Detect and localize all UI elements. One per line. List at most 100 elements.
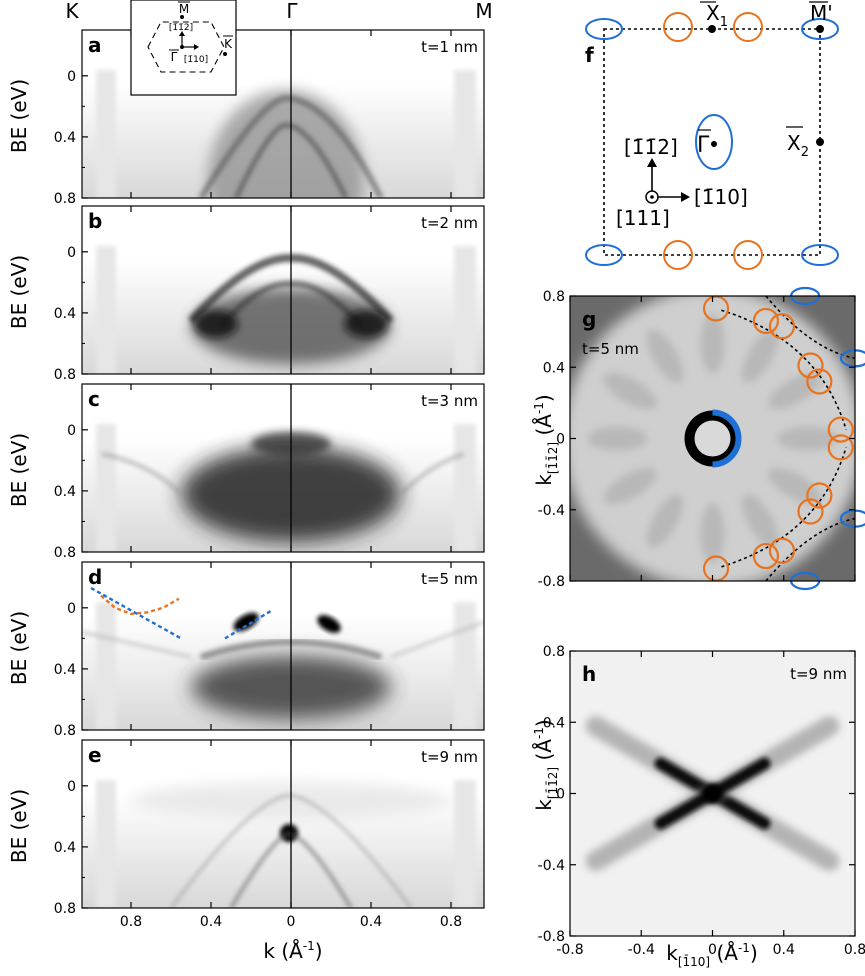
x2-label: X2 [787,131,809,160]
y-tick-label: 0.4 [54,306,76,322]
edge-shade-left [96,780,116,908]
x-axis-label-left: k (Å-1) [263,939,322,963]
petal [646,494,684,548]
thickness-annotation: t=9 nm [790,665,847,683]
x-tick-label: 0 [708,942,717,958]
ring-inner [694,420,731,457]
blue-pocket-bl [585,244,623,266]
edge-shade-left [96,424,116,552]
thickness-annotation: t=1 nm [421,38,478,56]
x2-point [816,138,824,146]
dashed-contour-lower2 [765,517,856,582]
edge-shade-right [454,602,476,730]
heatmap-e [82,740,484,908]
out-of-plane-dot [650,195,654,199]
panel-frame [81,29,485,199]
y-tick-label: -0.4 [538,858,565,874]
x-tick-label: 0 [287,914,296,930]
orange-circle-3 [797,352,824,379]
y-tick-label: 0.8 [54,367,76,383]
y-tick-label: 0.4 [54,662,76,678]
petal [587,426,648,451]
inset-dir-up: [1̄1̄2] [169,23,193,33]
blue-pocket-br [801,244,839,266]
orange-circle-6 [827,434,854,461]
orange-circle-5 [827,416,854,443]
gamma-point [711,141,717,147]
x-tick-label: 0.8 [120,914,142,930]
inset-brillouin-zone: M K Γ [1̄1̄2] [1̄10] [130,0,237,96]
y-tick-label: 0.4 [54,130,76,146]
inset-label-M: M [179,2,189,16]
panel-g: 0.8 0.4 0 -0.4 -0.8 g t=5 nm [538,286,865,591]
faint-left [101,452,183,496]
band-right-outer [288,793,413,908]
y-tick-label: 0.8 [54,901,76,917]
x-axis-label-h: k[1̄10] (Å-1) [666,941,758,969]
x-tick-label: -0.8 [556,942,583,958]
spot-right [344,310,388,338]
overlay-line-0 [90,586,182,640]
heatmap-a [82,30,484,198]
dashed-contour-upper2 [765,295,856,360]
panel-a: 0 0.4 0.8 BE (eV) a t=1 nm [7,29,485,207]
petal [777,426,838,451]
band-left-outer [169,793,290,908]
y-axis-label: BE (eV) [7,79,31,153]
y-axis-label-g: k[1̄1̄2] (Å-1) [532,394,560,486]
panel-h: 0.8 0.4 0 -0.4 -0.8-0.8 -0.4 0 0.4 0.8 h t=9 nm [538,644,865,958]
y-axis-label: BE (eV) [7,255,31,329]
y-tick-label: -0.4 [538,503,565,519]
orange-pocket-4 [733,240,763,270]
petal [700,503,725,564]
blue-pocket-tl [585,18,623,40]
y-tick-label: 0 [67,245,76,261]
dashed-contour-lower [721,447,847,568]
petal [741,329,779,383]
petal [603,372,657,410]
thickness-annotation: t=5 nm [582,340,639,358]
x-tick-label: 0.8 [844,942,865,958]
orange-pocket-1 [663,12,693,42]
inset-hexagon [147,21,225,73]
x1-label: X1 [706,1,728,30]
overlay-line-1 [224,609,272,640]
panel-e: 0 0.4 0.8 0.8 0.4 0 0.4 0.8 BE (eV) e t=9 nm [7,739,485,930]
blue-arc [712,409,742,468]
y-tick-label: 0.4 [54,484,76,500]
panel-f-letter: f [585,43,594,67]
heatmap-g [570,296,855,581]
y-tick-label: 0 [67,423,76,439]
dir-right-label: [1̄10] [694,185,748,209]
spot-right [317,615,341,633]
label-M: M [475,0,492,23]
band-inner [233,122,349,198]
petal [700,313,725,374]
dashed-contour-upper [721,309,847,430]
y-tick-label: -0.8 [538,929,565,945]
orange-circle-7 [806,482,833,509]
m1-label: M' [810,1,833,25]
panel-letter: a [88,33,102,57]
y-tick-label: 0.4 [543,715,565,731]
panel-letter: h [582,662,596,686]
edge-shade-right [454,246,476,374]
edge-shade-left [96,246,116,374]
edge-shade-left [96,70,116,198]
panel-letter: g [582,307,596,331]
orange-circle-4 [806,368,833,395]
edge-shade-right [454,780,476,908]
faint-right [390,620,484,659]
inset-arrowhead-right [194,44,199,50]
y-axis-label: BE (eV) [7,611,31,685]
label-K: K [65,0,79,23]
fermi-surface-panels: 0.80.40-0.4-0.8gt=5 nm0.80.40-0.4-0.8-0.… [538,286,865,958]
band-left [229,831,290,908]
heatmap-b [82,206,484,374]
heatmap-d [82,562,484,730]
edge-shade-left [96,602,116,730]
band-outer [198,94,384,198]
arrowhead-up [647,158,657,167]
gamma-label: Γ [697,133,710,158]
panel-f-surface-bz: f X1 M' X2 Γ [1̄1̄2] [1̄10] [111] [585,1,839,270]
